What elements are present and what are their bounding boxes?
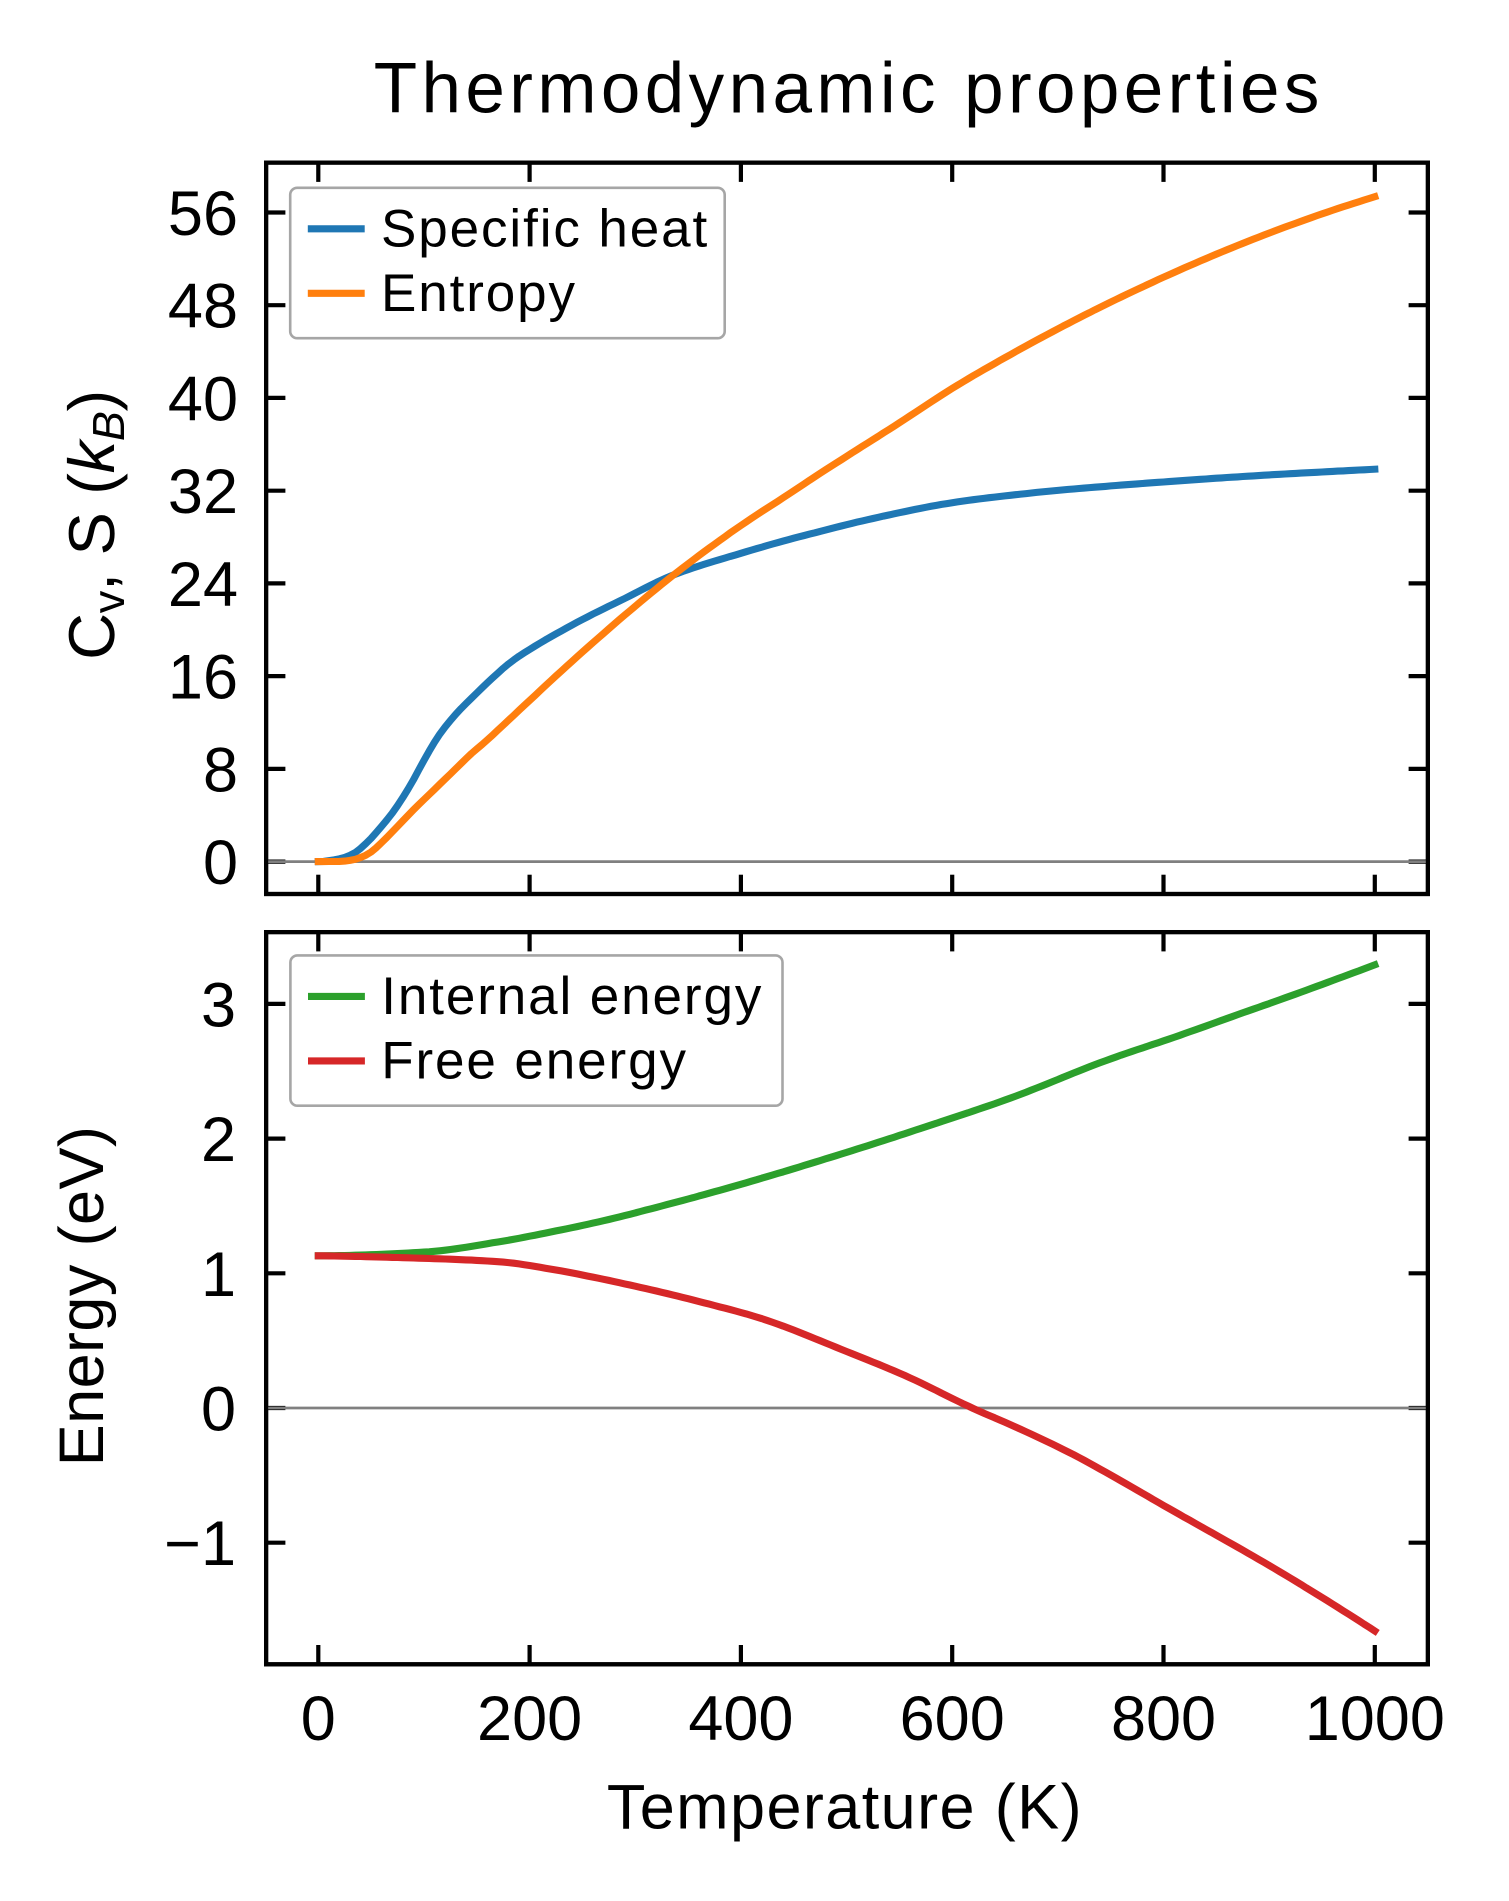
svg-text:3: 3: [201, 970, 236, 1040]
svg-text:800: 800: [1111, 1684, 1216, 1754]
svg-text:1: 1: [201, 1240, 236, 1310]
svg-text:Energy (eV): Energy (eV): [47, 1126, 117, 1467]
svg-text:Specific heat: Specific heat: [381, 199, 709, 258]
svg-text:Temperature (K): Temperature (K): [607, 1773, 1083, 1843]
svg-text:0: 0: [203, 828, 238, 898]
svg-text:1000: 1000: [1305, 1684, 1445, 1754]
svg-text:0: 0: [201, 1375, 236, 1445]
svg-text:40: 40: [168, 364, 238, 434]
svg-text:56: 56: [168, 179, 238, 249]
svg-text:200: 200: [477, 1684, 582, 1754]
svg-text:16: 16: [168, 643, 238, 713]
svg-text:−1: −1: [164, 1509, 236, 1579]
svg-text:Free energy: Free energy: [381, 1031, 688, 1090]
svg-text:24: 24: [168, 550, 238, 620]
svg-text:Entropy: Entropy: [381, 264, 577, 323]
svg-text:400: 400: [688, 1684, 793, 1754]
svg-text:48: 48: [168, 272, 238, 342]
svg-text:600: 600: [900, 1684, 1005, 1754]
svg-text:Internal energy: Internal energy: [381, 967, 763, 1026]
svg-text:8: 8: [203, 735, 238, 805]
svg-text:Cv, S (kB): Cv, S (kB): [55, 390, 134, 660]
svg-text:0: 0: [301, 1684, 336, 1754]
svg-text:2: 2: [201, 1105, 236, 1175]
svg-text:32: 32: [168, 457, 238, 527]
svg-text:Thermodynamic properties: Thermodynamic properties: [374, 49, 1324, 128]
